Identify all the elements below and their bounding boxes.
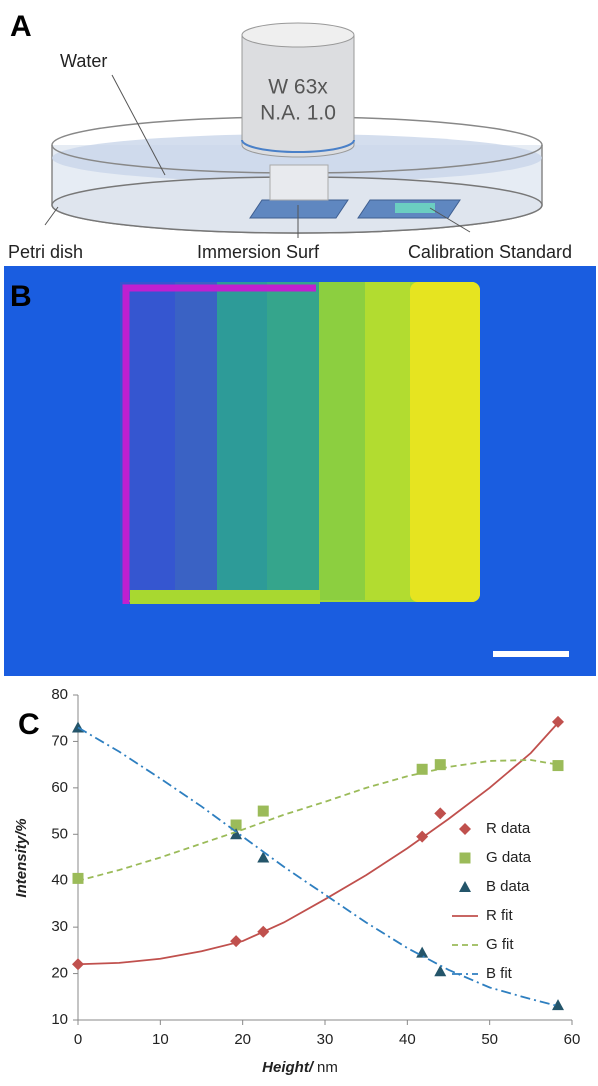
label: W 63x	[268, 76, 328, 99]
panel-c: C 10 20 30 40 50 60 70 80 0 10 20 30 40 50 60 Height/nm…	[13, 686, 580, 1076]
petri-arrow	[44, 206, 59, 226]
fit-line	[77, 722, 559, 966]
objective-tip	[269, 164, 329, 201]
panel-label: C	[18, 708, 40, 741]
legend-label: R fit	[486, 907, 514, 924]
x-label: Height/	[262, 1059, 315, 1076]
fit-line	[77, 726, 559, 1007]
data-point	[72, 872, 84, 884]
data-point	[257, 851, 270, 863]
data-point	[434, 759, 446, 771]
legend-swatch	[459, 823, 471, 835]
y-axis-label: Intensity/%	[13, 818, 30, 897]
y-tick-label: 80	[51, 686, 68, 703]
legend-label: G fit	[486, 936, 514, 953]
data-point	[434, 965, 447, 977]
x-tick-label: 20	[234, 1031, 251, 1048]
data-point	[257, 805, 269, 817]
label: Water	[60, 51, 107, 71]
objective-ring	[241, 139, 355, 153]
y-tick-label: 10	[51, 1011, 68, 1028]
label: Petri dish	[8, 242, 83, 262]
label: Calibration Standard	[408, 242, 572, 262]
stripe	[365, 282, 410, 600]
panel-label: A	[10, 10, 32, 43]
x-tick-label: 10	[152, 1031, 169, 1048]
x-tick-label: 60	[564, 1031, 581, 1048]
data-point	[230, 828, 243, 840]
panel-b: B	[4, 266, 596, 676]
y-tick-label: 20	[51, 965, 68, 982]
stripe	[267, 282, 319, 600]
y-tick-label: 30	[51, 918, 68, 935]
stripe	[410, 282, 480, 602]
stripe	[175, 282, 217, 600]
data-point	[552, 999, 565, 1011]
objective-body	[241, 35, 355, 158]
data-point	[416, 946, 429, 958]
data-point	[416, 763, 428, 775]
y-tick-label: 70	[51, 732, 68, 749]
stripe	[217, 282, 267, 600]
legend-swatch	[459, 881, 471, 892]
legend-label: B data	[486, 878, 530, 895]
data-point	[434, 807, 447, 820]
legend-swatch	[459, 852, 471, 864]
objective-top	[241, 22, 355, 48]
x-tick-label: 50	[481, 1031, 498, 1048]
calibration-gradient	[395, 203, 435, 213]
immersion-surf-chip	[249, 199, 349, 219]
data-point	[230, 819, 242, 831]
y-tick-label: 40	[51, 872, 68, 889]
x-unit: nm	[317, 1059, 338, 1076]
scale-bar	[493, 651, 569, 657]
label: Immersion Surf	[197, 242, 320, 262]
x-tick-label: 40	[399, 1031, 416, 1048]
legend-label: G data	[486, 849, 532, 866]
calibration-arrow	[429, 207, 471, 233]
panel-a: A Water W 63x N.A. 1.0 Petri dish Immers…	[8, 10, 572, 262]
x-axis-label: Height/nm	[262, 1059, 338, 1076]
fit-line	[77, 759, 559, 882]
x-tick-label: 30	[317, 1031, 334, 1048]
x-tick-label: 0	[74, 1031, 82, 1048]
bottom-strip	[130, 590, 320, 604]
label: N.A. 1.0	[260, 102, 336, 125]
y-tick-label: 50	[51, 825, 68, 842]
y-tick-label: 60	[51, 779, 68, 796]
data-point	[552, 760, 564, 772]
stripe	[319, 282, 365, 600]
panel-label: B	[10, 280, 32, 313]
legend-label: B fit	[486, 965, 513, 982]
magenta-edge	[122, 284, 316, 604]
legend-label: R data	[486, 820, 531, 837]
data-point	[552, 715, 565, 728]
water-arrow	[111, 74, 166, 176]
